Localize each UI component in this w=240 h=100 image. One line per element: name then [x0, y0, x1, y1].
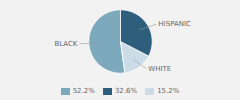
html-text:15.2%: 15.2%: [157, 87, 180, 95]
svg-text:HISPANIC: HISPANIC: [158, 20, 191, 28]
html-text:32.6%: 32.6%: [114, 87, 138, 95]
svg-text:BLACK: BLACK: [54, 40, 77, 48]
svg-text:WHITE: WHITE: [148, 65, 171, 73]
html-text:52.2%: 52.2%: [72, 87, 95, 95]
